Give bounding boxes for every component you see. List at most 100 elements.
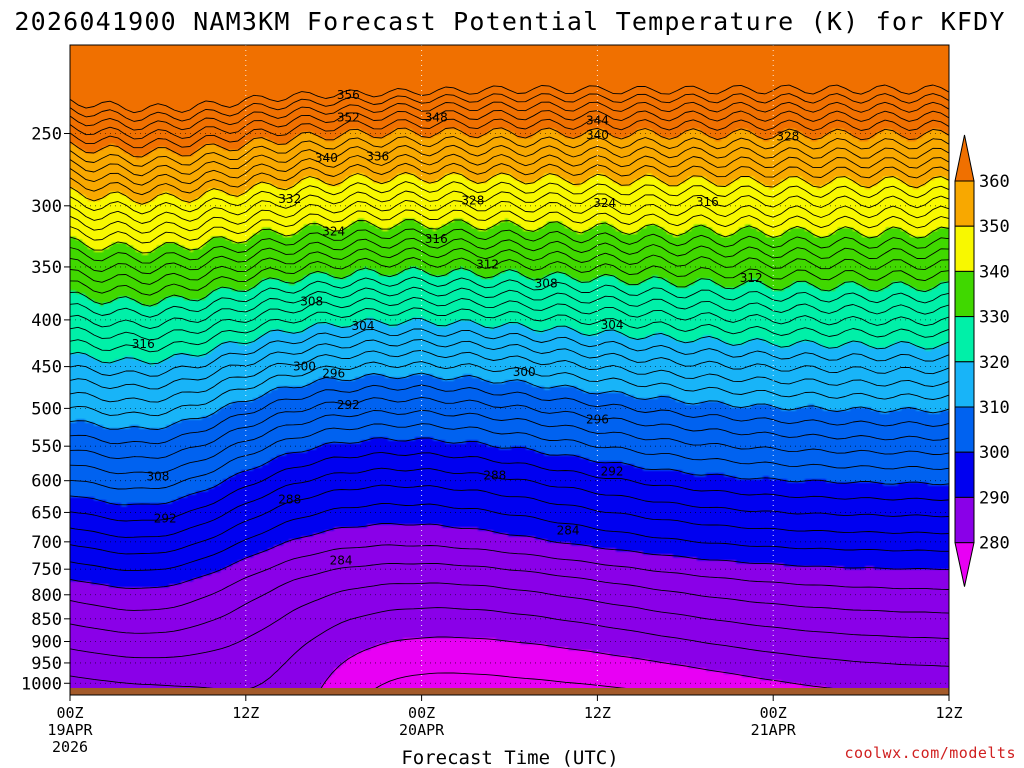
contour-label-text: 284 <box>330 554 353 568</box>
contour-label: 284 <box>557 523 580 537</box>
y-tick-label: 250 <box>31 124 62 144</box>
credit-text: coolwx.com/modelts <box>844 744 1016 762</box>
contour-line-294 <box>69 484 950 555</box>
contour-line-336 <box>69 237 950 275</box>
x-tick-label: 12Z <box>232 704 259 722</box>
colorbar-tick-label: 320 <box>979 353 1010 373</box>
y-tick-label: 800 <box>31 586 62 606</box>
contour-label-text: 296 <box>586 412 609 426</box>
y-tick-label: 650 <box>31 503 62 523</box>
y-axis: 2503003504004505005506006507007508008509… <box>21 124 70 694</box>
contour-line-350 <box>69 171 950 205</box>
colorbar-tick-label: 350 <box>979 217 1010 237</box>
y-tick-label: 700 <box>31 533 62 553</box>
contour-line-286 <box>69 562 950 634</box>
contour-line-356 <box>69 144 950 177</box>
contour-label-text: 336 <box>366 150 389 164</box>
contour-label: 308 <box>300 295 323 309</box>
y-tick-label: 450 <box>31 358 62 378</box>
contour-line-338 <box>69 228 950 264</box>
colorbar-segment <box>954 225 975 272</box>
colorbar-tick-label: 310 <box>979 398 1010 418</box>
contour-line-342 <box>69 209 950 244</box>
contour-label-text: 308 <box>300 295 323 309</box>
colorbar-tick-label: 360 <box>979 172 1010 192</box>
contour-label: 324 <box>322 224 345 238</box>
contour-label: 348 <box>425 110 448 124</box>
contour-line-366 <box>69 101 950 131</box>
y-tick-label: 500 <box>31 399 62 419</box>
contour-line-326 <box>69 286 950 330</box>
contour-line-306 <box>69 396 950 460</box>
colorbar-segment <box>954 361 975 408</box>
y-tick-label: 950 <box>31 654 62 674</box>
contour-label: 328 <box>461 193 484 207</box>
contour-label: 328 <box>776 130 799 144</box>
contour-line-316 <box>69 339 950 390</box>
contour-label: 300 <box>513 365 536 379</box>
x-tick-label: 00Z <box>408 704 435 722</box>
colorbar-tick-label: 300 <box>979 443 1010 463</box>
contour-line-308 <box>69 384 950 445</box>
contour-lines <box>69 84 950 696</box>
x-tick-label: 00Z <box>56 704 83 722</box>
y-tick-label: 400 <box>31 311 62 331</box>
contour-line-300 <box>69 437 950 506</box>
contour-label: 344 <box>586 114 609 128</box>
plot-frame <box>69 44 950 696</box>
contour-label-text: 300 <box>513 365 536 379</box>
contour-line-368 <box>69 93 950 122</box>
contour-label-text: 324 <box>593 196 616 210</box>
contour-line-310 <box>69 372 950 430</box>
x-axis-label: Forecast Time (UTC) <box>401 747 618 768</box>
contour-label: 308 <box>535 277 558 291</box>
contour-label-text: 292 <box>601 464 624 478</box>
x-tick-label: 19APR <box>47 721 93 739</box>
contour-label-text: 340 <box>586 128 609 142</box>
contour-label: 312 <box>740 271 763 285</box>
x-tick-label: 20APR <box>399 721 445 739</box>
contour-label: 336 <box>366 150 389 164</box>
contour-label-text: 316 <box>425 232 448 246</box>
contour-label: 332 <box>278 192 301 206</box>
contour-label-text: 304 <box>352 319 375 333</box>
contour-label: 296 <box>586 412 609 426</box>
y-tick-label: 1000 <box>21 674 62 694</box>
colorbar-arrow-top <box>954 134 975 182</box>
colorbar-tick-label: 340 <box>979 262 1010 282</box>
contour-label: 316 <box>696 195 719 209</box>
x-tick-label: 12Z <box>584 704 611 722</box>
chart-title: 2026041900 NAM3KM Forecast Potential Tem… <box>14 7 1005 36</box>
contour-label-text: 356 <box>337 88 360 102</box>
contour-line-302 <box>69 423 950 490</box>
colorbar-segment <box>954 496 975 544</box>
colorbar-segment <box>954 270 975 318</box>
colorbar-segment <box>954 406 975 453</box>
y-tick-label: 300 <box>31 197 62 217</box>
contour-line-340 <box>69 219 950 254</box>
contour-label-text: 308 <box>146 470 169 484</box>
theta-field-image <box>70 45 949 695</box>
contour-label-text: 352 <box>337 110 360 124</box>
contour-line-288 <box>69 544 950 611</box>
contour-label: 296 <box>322 367 345 381</box>
y-tick-label: 550 <box>31 437 62 457</box>
contour-label-text: 312 <box>740 271 763 285</box>
contour-label: 324 <box>593 196 616 210</box>
y-tick-label: 750 <box>31 560 62 580</box>
contour-line-314 <box>69 349 950 403</box>
contour-label: 284 <box>330 554 353 568</box>
colorbar-segment <box>954 180 975 227</box>
contour-label-text: 316 <box>132 337 155 351</box>
contour-label: 288 <box>483 468 506 482</box>
contour-line-282 <box>69 607 950 691</box>
contour-label: 292 <box>337 398 360 412</box>
contour-label: 340 <box>315 151 338 165</box>
y-tick-label: 900 <box>31 632 62 652</box>
contour-line-304 <box>69 409 950 475</box>
contour-label-text: 292 <box>154 511 177 525</box>
contour-line-354 <box>69 153 950 186</box>
y-tick-label: 850 <box>31 610 62 630</box>
